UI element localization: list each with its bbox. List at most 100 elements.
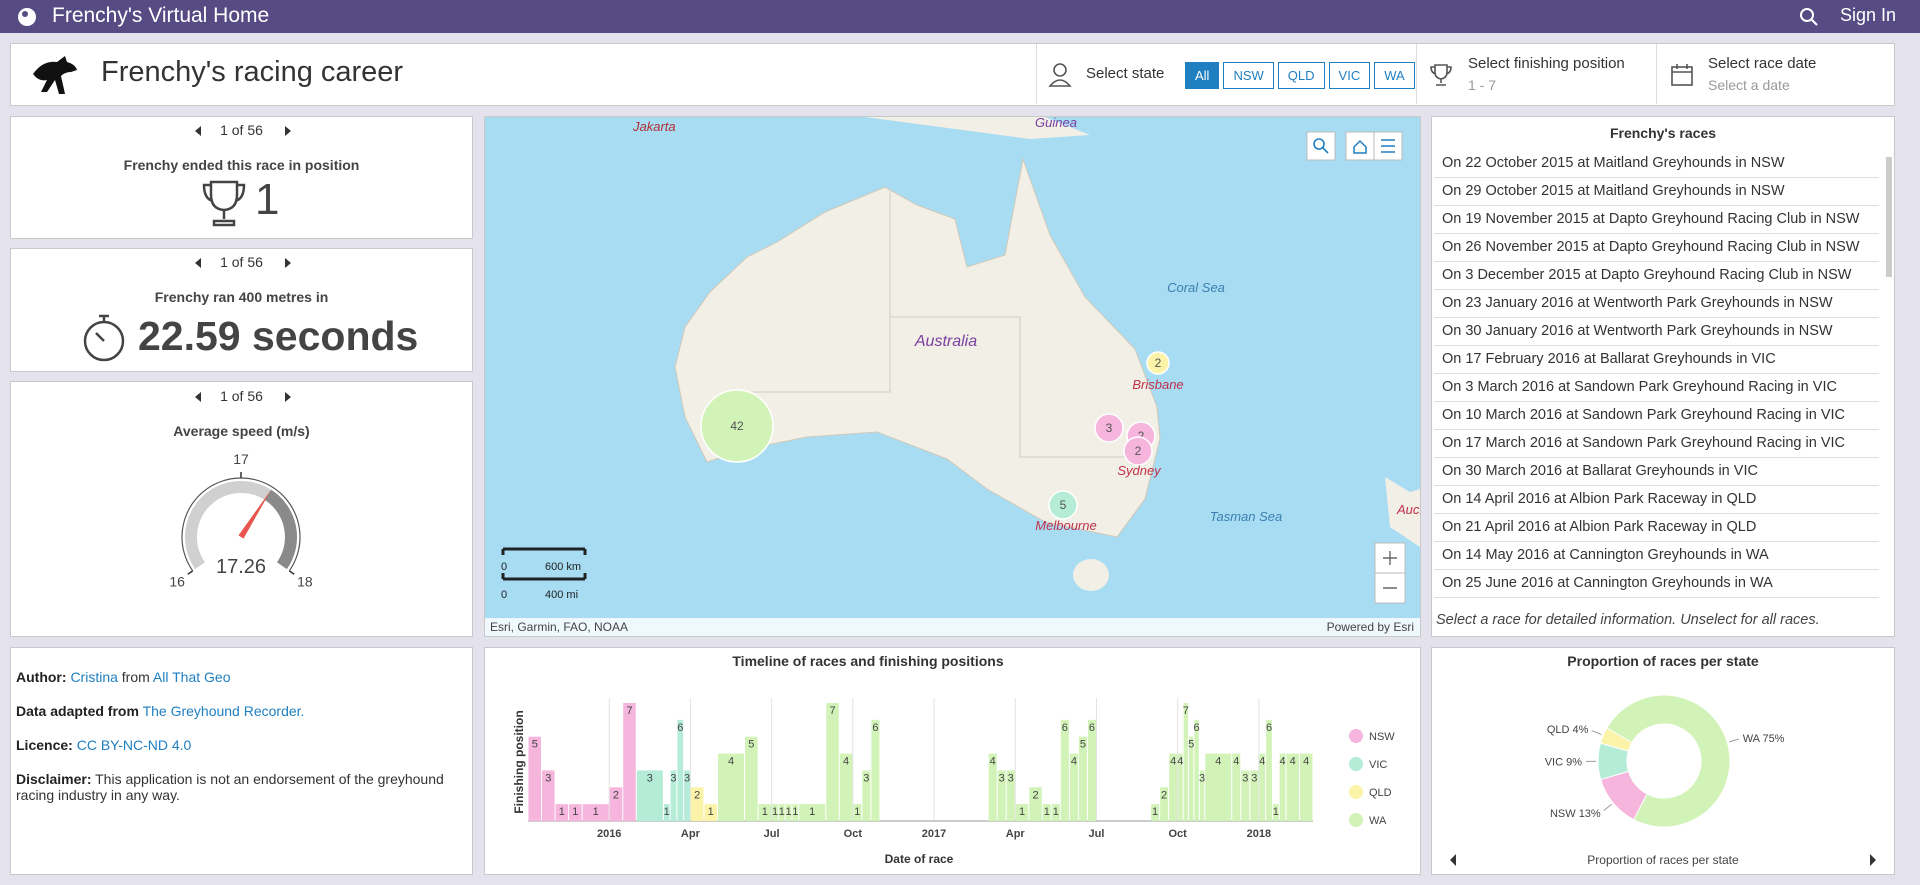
app-title: Frenchy's Virtual Home <box>52 4 270 27</box>
date-filter-label[interactable]: Select race date <box>1708 55 1817 72</box>
pie-slice <box>1599 727 1633 752</box>
scale-label: 400 mi <box>545 589 578 601</box>
label: Author: <box>16 669 67 685</box>
race-item[interactable]: On 19 November 2015 at Dapto Greyhound R… <box>1434 206 1879 234</box>
race-item[interactable]: On 25 June 2016 at Cannington Greyhounds… <box>1434 570 1879 598</box>
data-label: 6 <box>872 722 878 734</box>
race-item[interactable]: On 14 May 2016 at Cannington Greyhounds … <box>1434 542 1879 570</box>
sign-in[interactable]: Sign In <box>1839 5 1896 25</box>
link[interactable]: All That Geo <box>152 669 231 685</box>
speed-indicator: 1 of 56 Average speed (m/s) 16 17 18 17.26 <box>10 381 473 637</box>
map-label: Sydney <box>1117 463 1162 478</box>
race-item[interactable]: On 10 March 2016 at Sandown Park Greyhou… <box>1434 402 1879 430</box>
gauge-tick-label: 18 <box>297 574 313 590</box>
data-label: 1 <box>1273 806 1279 818</box>
map-label: Jakarta <box>632 119 676 134</box>
race-item[interactable]: On 21 April 2016 at Albion Park Raceway … <box>1434 514 1879 542</box>
data-label: 1 <box>779 806 785 818</box>
greyhound-icon <box>33 56 77 94</box>
state-button[interactable]: WA <box>1374 62 1415 89</box>
link[interactable]: CC BY-NC-ND 4.0 <box>76 737 192 753</box>
data-label: 4 <box>1215 756 1221 768</box>
bar <box>1178 753 1183 821</box>
race-item[interactable]: On 22 October 2015 at Maitland Greyhound… <box>1434 150 1879 178</box>
map-label: Brisbane <box>1132 377 1183 392</box>
data-label: 5 <box>1188 739 1194 751</box>
bar <box>609 787 623 821</box>
race-item[interactable]: On 29 October 2015 at Maitland Greyhound… <box>1434 178 1879 206</box>
cluster-count: 42 <box>730 419 744 433</box>
map-tools[interactable] <box>1306 131 1406 604</box>
position-filter-value[interactable]: 1 - 7 <box>1468 77 1497 93</box>
x-tick-label: Oct <box>1168 828 1187 840</box>
leader-line <box>1603 803 1612 812</box>
state-button[interactable]: QLD <box>1277 62 1325 89</box>
data-label: 7 <box>1183 705 1189 717</box>
pager: 1 of 56 <box>220 122 263 138</box>
map-label: Coral Sea <box>1167 280 1225 295</box>
scrollbar[interactable] <box>1886 157 1892 277</box>
text: from <box>121 669 150 685</box>
list-hint: Select a race for detailed information. … <box>1436 612 1820 628</box>
bar <box>792 804 799 821</box>
race-item[interactable]: On 17 February 2016 at Ballarat Greyhoun… <box>1434 346 1879 374</box>
bar <box>1272 804 1279 821</box>
bar <box>704 804 717 821</box>
data-label: 3 <box>1242 772 1248 784</box>
scale-label: 0 <box>501 589 507 601</box>
race-item[interactable]: On 3 December 2015 at Dapto Greyhound Ra… <box>1434 262 1879 290</box>
link[interactable]: Cristina <box>70 669 118 685</box>
data-label: 4 <box>1279 756 1285 768</box>
legend-label: WA <box>1369 815 1387 827</box>
gauge-band <box>264 489 297 570</box>
bar <box>1078 736 1087 821</box>
bar <box>839 753 853 821</box>
legend-swatch <box>1349 757 1363 771</box>
state-button[interactable]: All <box>1185 62 1220 89</box>
state-button[interactable]: VIC <box>1328 62 1371 89</box>
list-title: Frenchy's races <box>1609 125 1717 141</box>
search-icon[interactable] <box>1798 6 1820 28</box>
leader-line <box>1591 730 1602 736</box>
bar <box>826 703 839 821</box>
position-filter-label[interactable]: Select finishing position <box>1468 55 1625 72</box>
data-label: 5 <box>1080 739 1086 751</box>
map-label: Australia <box>914 333 977 350</box>
race-item[interactable]: On 3 March 2016 at Sandown Park Greyhoun… <box>1434 374 1879 402</box>
race-item[interactable]: On 26 November 2015 at Dapto Greyhound R… <box>1434 234 1879 262</box>
data-label: 1 <box>854 806 860 818</box>
data-label: 1 <box>708 806 714 818</box>
pie-caption: Proportion of races per state <box>1587 853 1739 867</box>
top-bar: Frenchy's Virtual Home Sign In <box>0 0 1920 33</box>
bar <box>1286 753 1299 821</box>
state-filter-label: Select state <box>1086 65 1165 82</box>
pie-label: WA 75% <box>1743 733 1785 745</box>
link[interactable]: The Greyhound Recorder. <box>142 703 305 719</box>
x-tick-label: 2016 <box>597 828 621 840</box>
legend-swatch <box>1349 813 1363 827</box>
indicator-label: Average speed (m/s) <box>173 423 310 439</box>
legend-swatch <box>1349 729 1363 743</box>
bar <box>582 804 609 821</box>
race-item[interactable]: On 30 March 2016 at Ballarat Greyhounds … <box>1434 458 1879 486</box>
dashboard-title: Frenchy's racing career <box>101 56 404 88</box>
scale-label: 600 km <box>545 561 581 573</box>
bar <box>569 804 582 821</box>
x-tick-label: Jul <box>1088 828 1104 840</box>
data-label: 3 <box>1199 772 1205 784</box>
data-label: 1 <box>792 806 798 818</box>
race-item[interactable]: On 14 April 2016 at Albion Park Raceway … <box>1434 486 1879 514</box>
race-item[interactable]: On 30 January 2016 at Wentworth Park Gre… <box>1434 318 1879 346</box>
data-label: 6 <box>1266 722 1272 734</box>
legend-label: NSW <box>1369 731 1395 743</box>
race-item[interactable]: On 17 March 2016 at Sandown Park Greyhou… <box>1434 430 1879 458</box>
state-button[interactable]: NSW <box>1223 62 1274 89</box>
date-filter-placeholder[interactable]: Select a date <box>1708 77 1790 93</box>
bar <box>1169 753 1178 821</box>
bar <box>988 753 997 821</box>
race-item[interactable]: On 23 January 2016 at Wentworth Park Gre… <box>1434 290 1879 318</box>
data-label: 6 <box>677 722 683 734</box>
author-line: Author: Cristina from All That Geo <box>16 669 476 685</box>
data-line: Data adapted from The Greyhound Recorder… <box>16 703 476 719</box>
data-label: 6 <box>1089 722 1095 734</box>
